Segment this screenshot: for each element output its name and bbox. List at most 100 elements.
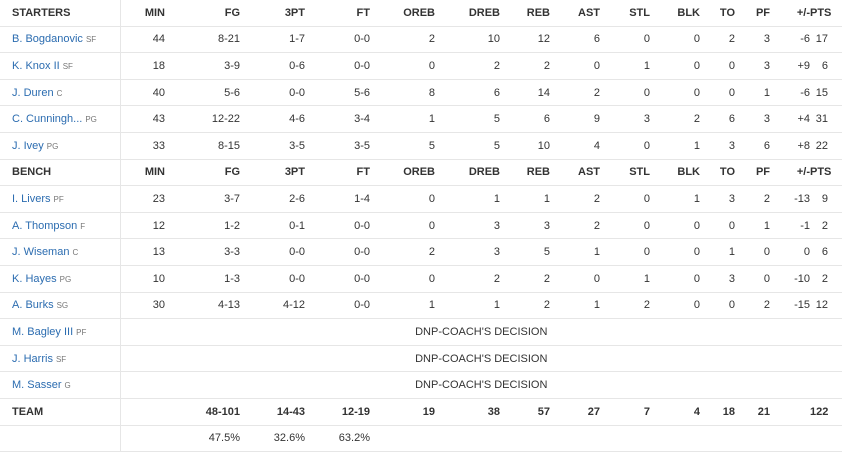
- stat-blk: 0: [650, 26, 700, 54]
- stat-pf: 0: [735, 238, 770, 266]
- player-name-cell: M. Bagley III PF: [0, 318, 121, 346]
- stat-ast: 9: [550, 105, 600, 133]
- stat-pf: 6: [735, 132, 770, 160]
- stat-dreb: 2: [435, 265, 500, 293]
- team-pct-ft: 63.2%: [305, 425, 370, 452]
- player-link[interactable]: J. Harris: [12, 352, 53, 365]
- player-link[interactable]: C. Cunningh...: [12, 113, 83, 126]
- stat-fg: 3-7: [165, 185, 240, 213]
- bench-section-label: BENCH: [0, 159, 121, 187]
- stat-to: 0: [700, 292, 735, 320]
- stat-stl: 0: [600, 26, 650, 54]
- player-position: PG: [59, 274, 72, 284]
- column-header-oreb: OREB: [370, 159, 435, 187]
- stat-plus-minus: -15: [770, 292, 810, 320]
- stat-plus-minus: -1: [770, 212, 810, 240]
- empty-cell: [0, 425, 121, 452]
- stat-reb: 3: [500, 212, 550, 240]
- team-stat-ft: 12-19: [305, 398, 370, 426]
- stat-plus-minus: 0: [770, 238, 810, 266]
- stat-stl: 0: [600, 132, 650, 160]
- player-link[interactable]: K. Hayes: [12, 272, 57, 285]
- column-header-pts: PTS: [810, 0, 842, 27]
- stat-to: 2: [700, 26, 735, 54]
- player-link[interactable]: I. Livers: [12, 192, 51, 205]
- player-name-cell: B. Bogdanovic SF: [0, 26, 121, 54]
- team-stat-pf: 21: [735, 398, 770, 426]
- team-stat-blk: 4: [650, 398, 700, 426]
- player-link[interactable]: A. Thompson: [12, 219, 78, 232]
- player-link[interactable]: A. Burks: [12, 299, 54, 312]
- stat-pf: 0: [735, 265, 770, 293]
- player-link[interactable]: M. Bagley III: [12, 325, 74, 338]
- stat-dreb: 2: [435, 52, 500, 80]
- stat-dreb: 1: [435, 185, 500, 213]
- player-name-cell: J. Harris SF: [0, 345, 121, 373]
- starters-header-row: STARTERS MIN FG 3PT FT OREB DREB REB AST STL BLK TO…: [0, 0, 842, 27]
- stat-oreb: 8: [370, 79, 435, 107]
- team-stat-fg: 48-101: [165, 398, 240, 426]
- team-pct-pf: [735, 425, 770, 452]
- stat-dreb: 3: [435, 212, 500, 240]
- column-header-fg: FG: [165, 0, 240, 27]
- team-pct-3pt: 32.6%: [240, 425, 305, 452]
- team-pct-fg: 47.5%: [165, 425, 240, 452]
- player-name-cell: J. Ivey PG: [0, 132, 121, 160]
- stat-reb: 1: [500, 185, 550, 213]
- stat-ast: 2: [550, 79, 600, 107]
- stat-to: 0: [700, 52, 735, 80]
- player-link[interactable]: B. Bogdanovic: [12, 33, 83, 46]
- team-stat-stl: 7: [600, 398, 650, 426]
- stat-pts: 31: [810, 105, 842, 133]
- team-pct-oreb: [370, 425, 435, 452]
- stat-3pt: 2-6: [240, 185, 305, 213]
- team-percentages-row: 47.5% 32.6% 63.2%: [0, 425, 842, 452]
- stat-3pt: 1-7: [240, 26, 305, 54]
- player-row: K. Knox II SF 18 3-9 0-6 0-0 0 2 2 0 1 0 0 3 +9 6: [0, 52, 842, 80]
- stat-stl: 3: [600, 105, 650, 133]
- player-position: PG: [46, 141, 59, 151]
- stat-ft: 3-5: [305, 132, 370, 160]
- column-header-min: MIN: [120, 159, 165, 187]
- player-row: I. Livers PF 23 3-7 2-6 1-4 0 1 1 2 0 1 3 2 -13 9: [0, 185, 842, 213]
- stat-fg: 1-3: [165, 265, 240, 293]
- team-totals-row: TEAM 48-101 14-43 12-19 19 38 57 27 7 4 18 21 122: [0, 398, 842, 426]
- player-row: K. Hayes PG 10 1-3 0-0 0-0 0 2 2 0 1 0 3 0 -10 2: [0, 265, 842, 293]
- stat-ast: 0: [550, 265, 600, 293]
- player-link[interactable]: K. Knox II: [12, 59, 60, 72]
- stat-blk: 0: [650, 79, 700, 107]
- column-header-min: MIN: [120, 0, 165, 27]
- stat-dreb: 3: [435, 238, 500, 266]
- stat-ft: 1-4: [305, 185, 370, 213]
- stat-reb: 2: [500, 265, 550, 293]
- stat-plus-minus: +9: [770, 52, 810, 80]
- stat-reb: 14: [500, 79, 550, 107]
- stat-pts: 15: [810, 79, 842, 107]
- team-stat-to: 18: [700, 398, 735, 426]
- player-position: SF: [85, 35, 97, 45]
- stat-pf: 1: [735, 79, 770, 107]
- team-pct-to: [700, 425, 735, 452]
- stat-min: 13: [120, 238, 165, 266]
- stat-pts: 12: [810, 292, 842, 320]
- stat-ast: 1: [550, 238, 600, 266]
- player-link[interactable]: J. Wiseman: [12, 246, 70, 259]
- team-label: TEAM: [0, 398, 121, 426]
- team-pct-stl: [600, 425, 650, 452]
- column-header-3pt: 3PT: [240, 159, 305, 187]
- team-pct-dreb: [435, 425, 500, 452]
- player-link[interactable]: J. Duren: [12, 86, 54, 99]
- player-name-cell: M. Sasser G: [0, 371, 121, 399]
- player-link[interactable]: M. Sasser: [12, 379, 62, 392]
- player-link[interactable]: J. Ivey: [12, 139, 44, 152]
- player-row: J. Wiseman C 13 3-3 0-0 0-0 2 3 5 1 0 0 1 0 0 6: [0, 238, 842, 266]
- stat-ft: 0-0: [305, 212, 370, 240]
- team-pct-ast: [550, 425, 600, 452]
- stat-blk: 2: [650, 105, 700, 133]
- team-stat-3pt: 14-43: [240, 398, 305, 426]
- stat-ft: 0-0: [305, 265, 370, 293]
- stat-stl: 0: [600, 212, 650, 240]
- column-header-fg: FG: [165, 159, 240, 187]
- stat-min: 10: [120, 265, 165, 293]
- stat-pts: 22: [810, 132, 842, 160]
